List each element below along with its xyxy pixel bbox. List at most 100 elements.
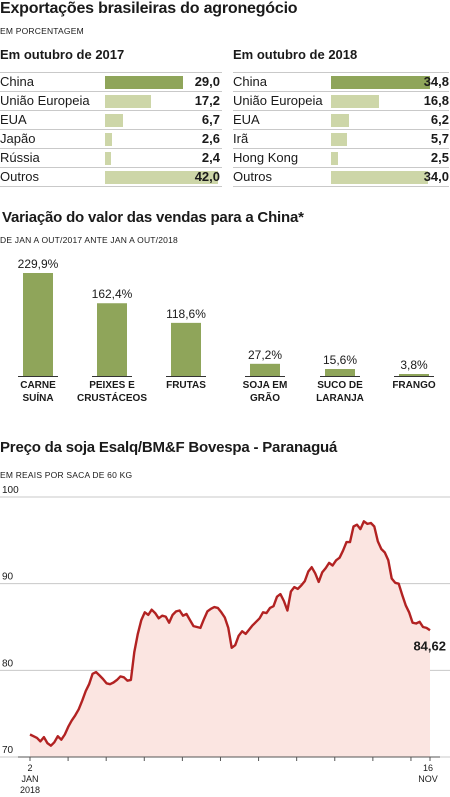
country-label: Irã bbox=[233, 131, 249, 146]
page-subtitle: EM PORCENTAGEM bbox=[0, 26, 84, 36]
x-start-label: JAN bbox=[21, 774, 38, 784]
category-label: SUCO DE bbox=[317, 380, 363, 391]
variation-value-label: 27,2% bbox=[248, 348, 282, 362]
row-divider bbox=[0, 167, 222, 168]
variation-bar bbox=[97, 303, 127, 376]
share-bar bbox=[105, 152, 112, 165]
table-row: China 29,0 bbox=[0, 73, 222, 92]
y-tick-label: 100 bbox=[2, 485, 19, 496]
country-label: Hong Kong bbox=[233, 150, 299, 165]
share-value: 34,8 bbox=[423, 74, 449, 89]
country-label: China bbox=[0, 74, 34, 89]
row-divider bbox=[233, 91, 449, 92]
share-value: 6,7 bbox=[201, 112, 220, 127]
country-label: China bbox=[233, 74, 267, 89]
row-divider bbox=[0, 186, 222, 187]
table-row: Outros 42,0 bbox=[0, 168, 222, 187]
row-divider bbox=[233, 148, 449, 149]
variation-bar bbox=[250, 363, 280, 376]
share-value: 42,0 bbox=[194, 169, 220, 184]
row-divider bbox=[0, 129, 222, 130]
variation-bar bbox=[325, 369, 355, 376]
category-label: CRUSTÁCEOS bbox=[77, 391, 147, 404]
variation-value-label: 162,4% bbox=[92, 287, 133, 301]
share-value: 17,2 bbox=[194, 93, 220, 108]
category-label: LARANJA bbox=[316, 393, 364, 404]
table-row: Outros 34,0 bbox=[233, 168, 449, 187]
x-start-label: 2018 bbox=[20, 785, 40, 795]
row-divider bbox=[233, 72, 449, 73]
country-label: União Europeia bbox=[0, 93, 90, 108]
variation-bar bbox=[23, 273, 53, 376]
category-label: FRANGO bbox=[392, 380, 436, 391]
row-divider bbox=[0, 148, 222, 149]
share-value: 6,2 bbox=[430, 112, 449, 127]
share-bar bbox=[331, 95, 379, 108]
table-row: Irã 5,7 bbox=[233, 130, 449, 149]
x-start-label: 2 bbox=[27, 763, 32, 773]
share-bar bbox=[105, 171, 218, 184]
category-label: PEIXES E bbox=[89, 380, 135, 391]
share-bar bbox=[331, 76, 431, 89]
row-divider bbox=[0, 72, 222, 73]
last-value-label: 84,62 bbox=[413, 638, 446, 653]
category-label: CARNE bbox=[20, 380, 56, 391]
table-row: União Europeia 17,2 bbox=[0, 92, 222, 111]
price-line bbox=[29, 520, 431, 747]
category-label: GRÃO bbox=[250, 391, 280, 404]
share-bar bbox=[105, 76, 184, 89]
china-chart-subtitle: DE JAN A OUT/2017 ANTE JAN A OUT/2018 bbox=[0, 235, 178, 245]
country-label: EUA bbox=[0, 112, 27, 127]
share-bar bbox=[331, 114, 349, 127]
share-bar bbox=[105, 133, 112, 146]
table-2018: China 34,8 União Europeia 16,8 EUA 6,2 Irã 5… bbox=[233, 73, 449, 189]
row-divider bbox=[233, 110, 449, 111]
share-value: 34,0 bbox=[423, 169, 449, 184]
variation-bar bbox=[171, 322, 201, 376]
row-divider bbox=[233, 186, 449, 187]
table-2017-title: Em outubro de 2017 bbox=[0, 47, 125, 62]
share-bar bbox=[105, 95, 152, 108]
x-end-label: 16 bbox=[423, 763, 433, 773]
share-value: 2,5 bbox=[430, 150, 449, 165]
table-row: Rússia 2,4 bbox=[0, 149, 222, 168]
category-label: FRUTAS bbox=[166, 380, 206, 391]
country-label: Rússia bbox=[0, 150, 40, 165]
share-bar bbox=[105, 114, 124, 127]
country-label: Outros bbox=[0, 169, 40, 184]
country-label: EUA bbox=[233, 112, 260, 127]
row-divider bbox=[0, 91, 222, 92]
y-tick-label: 90 bbox=[2, 572, 14, 583]
table-2018-title: Em outubro de 2018 bbox=[233, 47, 358, 62]
variation-value-label: 118,6% bbox=[166, 307, 206, 321]
country-label: Japão bbox=[0, 131, 36, 146]
category-label: SOJA EM bbox=[243, 380, 288, 391]
row-divider bbox=[233, 167, 449, 168]
share-value: 29,0 bbox=[194, 74, 220, 89]
share-value: 5,7 bbox=[430, 131, 449, 146]
share-value: 16,8 bbox=[423, 93, 449, 108]
country-label: Outros bbox=[233, 169, 273, 184]
table-row: EUA 6,2 bbox=[233, 111, 449, 130]
table-row: EUA 6,7 bbox=[0, 111, 222, 130]
share-value: 2,6 bbox=[201, 131, 220, 146]
country-label: União Europeia bbox=[233, 93, 323, 108]
share-value: 2,4 bbox=[201, 150, 220, 165]
table-2017: China 29,0 União Europeia 17,2 EUA 6,7 Japã… bbox=[0, 73, 222, 189]
share-bar bbox=[331, 152, 339, 165]
variation-value-label: 15,6% bbox=[323, 353, 357, 367]
table-row: Hong Kong 2,5 bbox=[233, 149, 449, 168]
y-tick-label: 70 bbox=[2, 745, 14, 756]
variation-value-label: 3,8% bbox=[400, 358, 428, 372]
table-row: União Europeia 16,8 bbox=[233, 92, 449, 111]
x-end-label: NOV bbox=[418, 774, 438, 784]
variation-value-label: 229,9% bbox=[18, 257, 59, 271]
row-divider bbox=[0, 110, 222, 111]
china-chart-title: Variação do valor das vendas para a Chin… bbox=[2, 209, 304, 226]
variation-bar bbox=[399, 374, 429, 376]
page-title: Exportações brasileiras do agronegócio bbox=[0, 0, 298, 17]
share-bar bbox=[331, 171, 429, 184]
soy-chart-subtitle: EM REAIS POR SACA DE 60 KG bbox=[0, 470, 133, 480]
